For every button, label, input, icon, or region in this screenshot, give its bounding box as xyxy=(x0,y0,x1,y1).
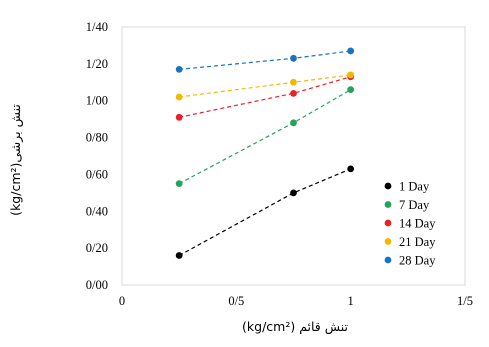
x-tick-label: 0/5 xyxy=(228,294,244,308)
y-tick-label: 0/00 xyxy=(86,278,108,292)
data-point xyxy=(347,71,355,79)
y-tick-label: 1/20 xyxy=(86,57,108,71)
data-point xyxy=(347,165,355,173)
legend-marker xyxy=(384,219,392,227)
y-tick-label: 0/80 xyxy=(86,131,108,145)
data-point xyxy=(290,54,297,62)
x-axis-ticks: 0 0/5 1 1/5 xyxy=(119,294,473,308)
data-point xyxy=(347,86,355,94)
legend: 1 Day 7 Day 14 Day 21 Day 28 Day xyxy=(384,180,436,268)
legend-marker xyxy=(384,182,392,190)
x-tick-label: 0 xyxy=(119,294,125,308)
data-point xyxy=(175,65,183,73)
legend-label: 28 Day xyxy=(399,254,436,268)
legend-marker xyxy=(384,256,392,264)
y-tick-label: 0/40 xyxy=(86,204,108,218)
y-tick-label: 1/00 xyxy=(86,94,108,108)
data-point xyxy=(290,189,297,197)
data-point xyxy=(175,93,183,101)
legend-label: 21 Day xyxy=(399,235,436,249)
y-axis-ticks: 0/00 0/20 0/40 0/60 0/80 1/00 1/20 1/40 xyxy=(86,20,108,292)
plot-area-frame xyxy=(121,26,466,286)
legend-label: 7 Day xyxy=(399,198,430,212)
data-points xyxy=(175,47,355,259)
y-axis-title: (kg/cm²)تنش برشی xyxy=(8,104,24,216)
data-point xyxy=(290,89,297,97)
x-axis-title: (kg/cm²) تنش قائم xyxy=(242,319,348,335)
data-point xyxy=(175,180,183,188)
data-point xyxy=(290,119,297,127)
x-tick-label: 1/5 xyxy=(457,294,473,308)
legend-label: 1 Day xyxy=(399,180,430,194)
data-point xyxy=(175,113,183,121)
y-tick-label: 0/20 xyxy=(86,241,108,255)
legend-label: 14 Day xyxy=(399,217,436,231)
data-point xyxy=(290,78,297,86)
series-trendline xyxy=(178,168,351,257)
x-tick-label: 1 xyxy=(348,294,354,308)
y-tick-label: 1/40 xyxy=(86,20,108,34)
data-point xyxy=(347,47,355,55)
y-tick-label: 0/60 xyxy=(86,167,108,181)
legend-marker xyxy=(384,201,392,208)
data-point xyxy=(175,252,183,259)
series-trendline xyxy=(179,76,351,118)
legend-marker xyxy=(384,238,392,245)
